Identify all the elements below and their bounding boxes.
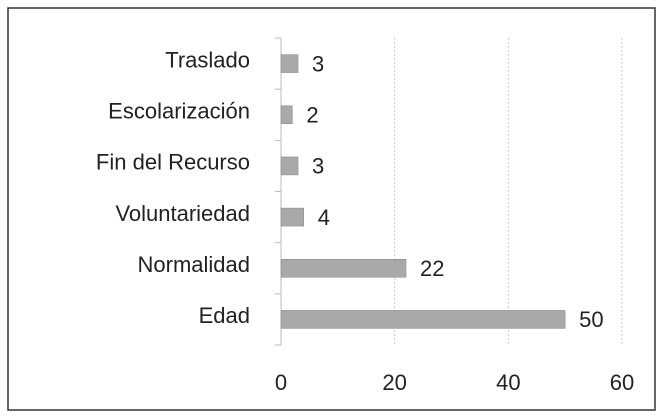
bar xyxy=(280,54,299,73)
y-tick-label: Traslado xyxy=(165,47,250,72)
y-tick-label: Voluntariedad xyxy=(115,201,250,226)
value-label: 3 xyxy=(312,51,324,76)
value-label: 50 xyxy=(579,307,603,332)
bar xyxy=(280,207,304,227)
y-tick-label: Fin del Recurso xyxy=(96,150,250,175)
x-tick-label: 0 xyxy=(275,370,287,395)
bar xyxy=(280,310,566,329)
chart-border xyxy=(7,7,656,411)
x-tick-label: 60 xyxy=(610,370,634,395)
bar xyxy=(280,105,293,124)
x-tick-label: 20 xyxy=(382,370,406,395)
value-label: 3 xyxy=(312,154,324,179)
x-tick-label: 40 xyxy=(496,370,520,395)
bar xyxy=(280,156,299,176)
value-label: 4 xyxy=(318,205,330,230)
value-label: 22 xyxy=(420,256,444,281)
bar xyxy=(280,259,407,278)
value-label: 2 xyxy=(306,103,318,128)
y-tick-label: Escolarización xyxy=(108,99,250,124)
y-tick-label: Edad xyxy=(199,303,250,328)
y-tick-label: Normalidad xyxy=(138,252,251,277)
